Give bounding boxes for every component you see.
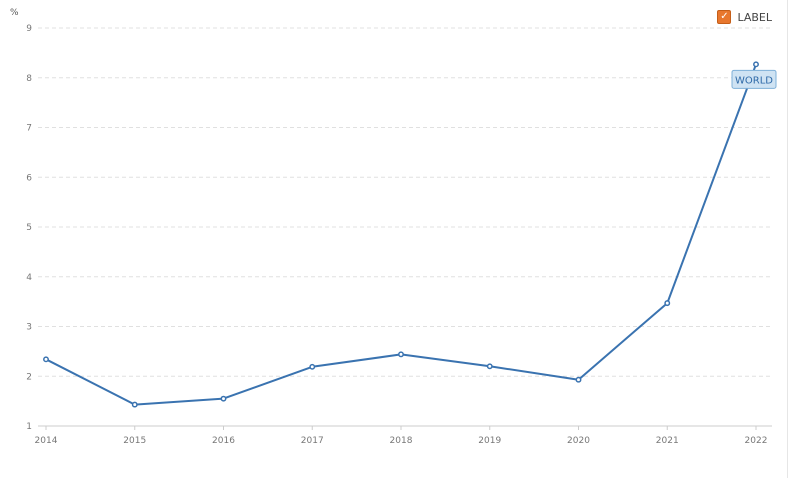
data-point[interactable]: [753, 61, 759, 68]
legend-label: LABEL: [737, 10, 772, 24]
data-point[interactable]: [131, 401, 138, 408]
data-point[interactable]: [486, 363, 493, 370]
series-name-tag: [731, 69, 777, 89]
x-tick-label: 2021: [656, 436, 679, 446]
y-tick-label: 4: [26, 273, 32, 283]
x-tick-label: 2022: [745, 436, 768, 446]
y-tick-label: 5: [26, 223, 32, 233]
y-axis-unit-label: %: [10, 8, 19, 18]
data-point[interactable]: [309, 363, 316, 370]
y-tick-label: 6: [26, 173, 32, 183]
data-point[interactable]: [220, 395, 227, 402]
x-tick-label: 2016: [212, 436, 235, 446]
y-tick-label: 8: [26, 74, 32, 84]
data-point[interactable]: [664, 300, 671, 307]
series-tags: WORLD: [731, 69, 777, 89]
legend-toggle[interactable]: ✓ LABEL: [717, 10, 772, 24]
x-tick-label: 2014: [35, 436, 58, 446]
x-tick-label: 2020: [567, 436, 590, 446]
y-tick-label: 7: [26, 124, 32, 134]
data-point[interactable]: [575, 376, 582, 383]
y-tick-label: 9: [26, 24, 32, 34]
series-name-label: WORLD: [735, 75, 773, 86]
data-points: [43, 61, 759, 408]
x-tick-label: 2018: [390, 436, 413, 446]
y-tick-label: 3: [26, 323, 32, 333]
y-tick-label: 1: [26, 422, 32, 432]
x-tick-label: 2019: [478, 436, 501, 446]
y-tick-label: 2: [26, 372, 32, 382]
x-tick-label: 2017: [301, 436, 324, 446]
data-point[interactable]: [43, 356, 49, 363]
gridlines: [38, 27, 772, 377]
data-point[interactable]: [398, 351, 404, 358]
legend-checkbox[interactable]: ✓: [717, 10, 732, 24]
x-tick-label: 2015: [123, 436, 146, 446]
axes: 1 2 3 4 5 6 7 8 9 2014 2015 2016 2017 2018 2019 2020 202…: [26, 24, 772, 446]
